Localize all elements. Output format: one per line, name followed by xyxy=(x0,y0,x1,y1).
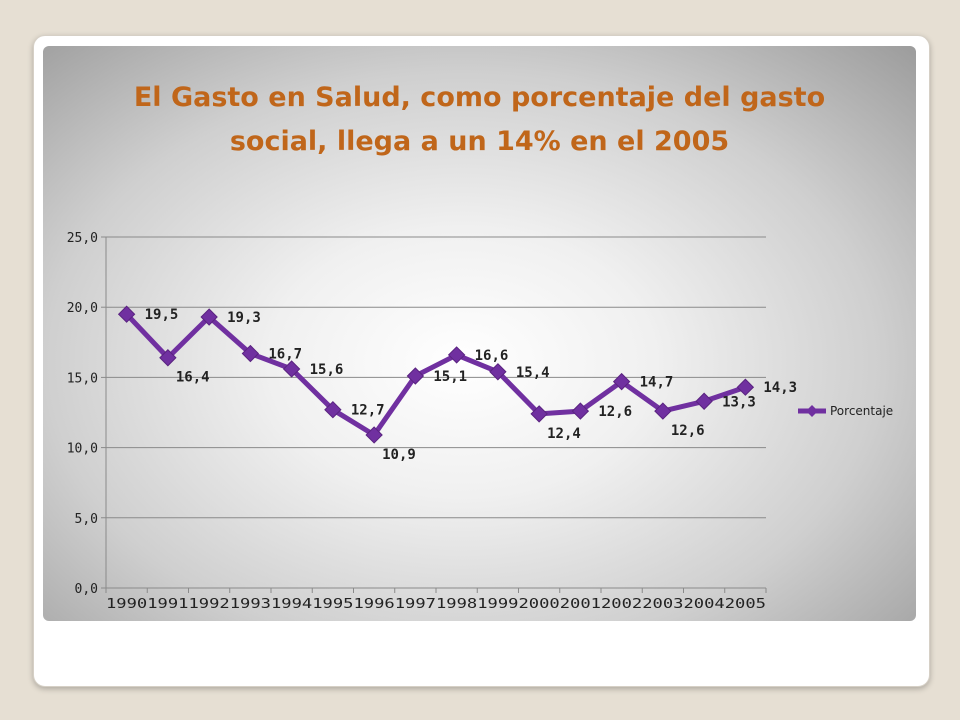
data-point xyxy=(489,363,507,381)
y-tick-label: 15,0 xyxy=(67,371,98,386)
data-label: 16,6 xyxy=(475,348,509,364)
y-tick-label: 5,0 xyxy=(75,512,98,527)
x-tick-label: 2004 xyxy=(684,597,725,612)
data-label: 12,6 xyxy=(671,423,705,439)
chart-title: El Gasto en Salud, como porcentaje del g… xyxy=(43,76,916,164)
y-tick-label: 10,0 xyxy=(67,442,98,457)
data-point xyxy=(654,402,672,420)
chart-title-line-1: El Gasto en Salud, como porcentaje del g… xyxy=(133,82,826,113)
x-tick-label: 1999 xyxy=(477,597,518,612)
legend-marker xyxy=(806,405,818,417)
x-tick-label: 1996 xyxy=(354,597,395,612)
x-tick-label: 1993 xyxy=(230,597,271,612)
data-label: 19,5 xyxy=(145,307,179,323)
data-point xyxy=(241,344,260,363)
data-label: 14,7 xyxy=(640,375,674,391)
x-tick-label: 1997 xyxy=(395,597,436,612)
data-point xyxy=(736,378,755,396)
data-label: 15,1 xyxy=(433,369,467,385)
data-point xyxy=(365,426,383,444)
y-tick-label: 0,0 xyxy=(75,582,98,597)
series-line-porcentaje xyxy=(124,312,747,438)
data-point xyxy=(571,402,590,420)
x-tick-label: 1994 xyxy=(271,597,312,612)
chart-area: El Gasto en Salud, como porcentaje del g… xyxy=(43,46,916,621)
data-point xyxy=(282,360,301,378)
data-point xyxy=(447,346,466,364)
y-tick-label: 25,0 xyxy=(67,231,98,246)
data-label: 19,3 xyxy=(227,310,261,326)
x-tick-label: 1990 xyxy=(106,597,147,612)
data-label: 12,6 xyxy=(598,404,632,420)
data-label: 14,3 xyxy=(763,380,797,396)
data-point xyxy=(406,367,425,385)
x-tick-label: 2003 xyxy=(642,597,683,612)
data-label: 16,7 xyxy=(268,347,302,363)
data-point xyxy=(324,400,342,419)
x-tick-label: 1992 xyxy=(189,597,230,612)
data-point xyxy=(612,372,631,391)
x-tick-label: 2002 xyxy=(601,597,642,612)
data-label: 12,4 xyxy=(547,426,581,442)
data-point xyxy=(695,392,713,410)
data-point xyxy=(117,305,136,323)
data-point xyxy=(200,308,218,326)
x-tick-label: 2005 xyxy=(725,597,766,612)
x-tick-label: 1991 xyxy=(147,597,188,612)
data-label: 15,6 xyxy=(310,362,344,378)
data-point xyxy=(530,405,548,423)
data-label: 12,7 xyxy=(351,403,385,419)
x-tick-label: 1995 xyxy=(312,597,353,612)
x-tick-label: 1998 xyxy=(436,597,477,612)
chart-title-line-2: social, llega a un 14% en el 2005 xyxy=(229,126,730,157)
x-tick-label: 2000 xyxy=(519,597,560,612)
data-label: 16,4 xyxy=(176,370,210,386)
data-label: 10,9 xyxy=(382,447,416,463)
data-point xyxy=(159,349,177,367)
y-tick-label: 20,0 xyxy=(67,301,98,316)
x-tick-label: 2001 xyxy=(560,597,601,612)
data-label: 15,4 xyxy=(516,365,550,381)
data-label: 13,3 xyxy=(722,394,756,410)
legend-label: Porcentaje xyxy=(830,404,893,418)
